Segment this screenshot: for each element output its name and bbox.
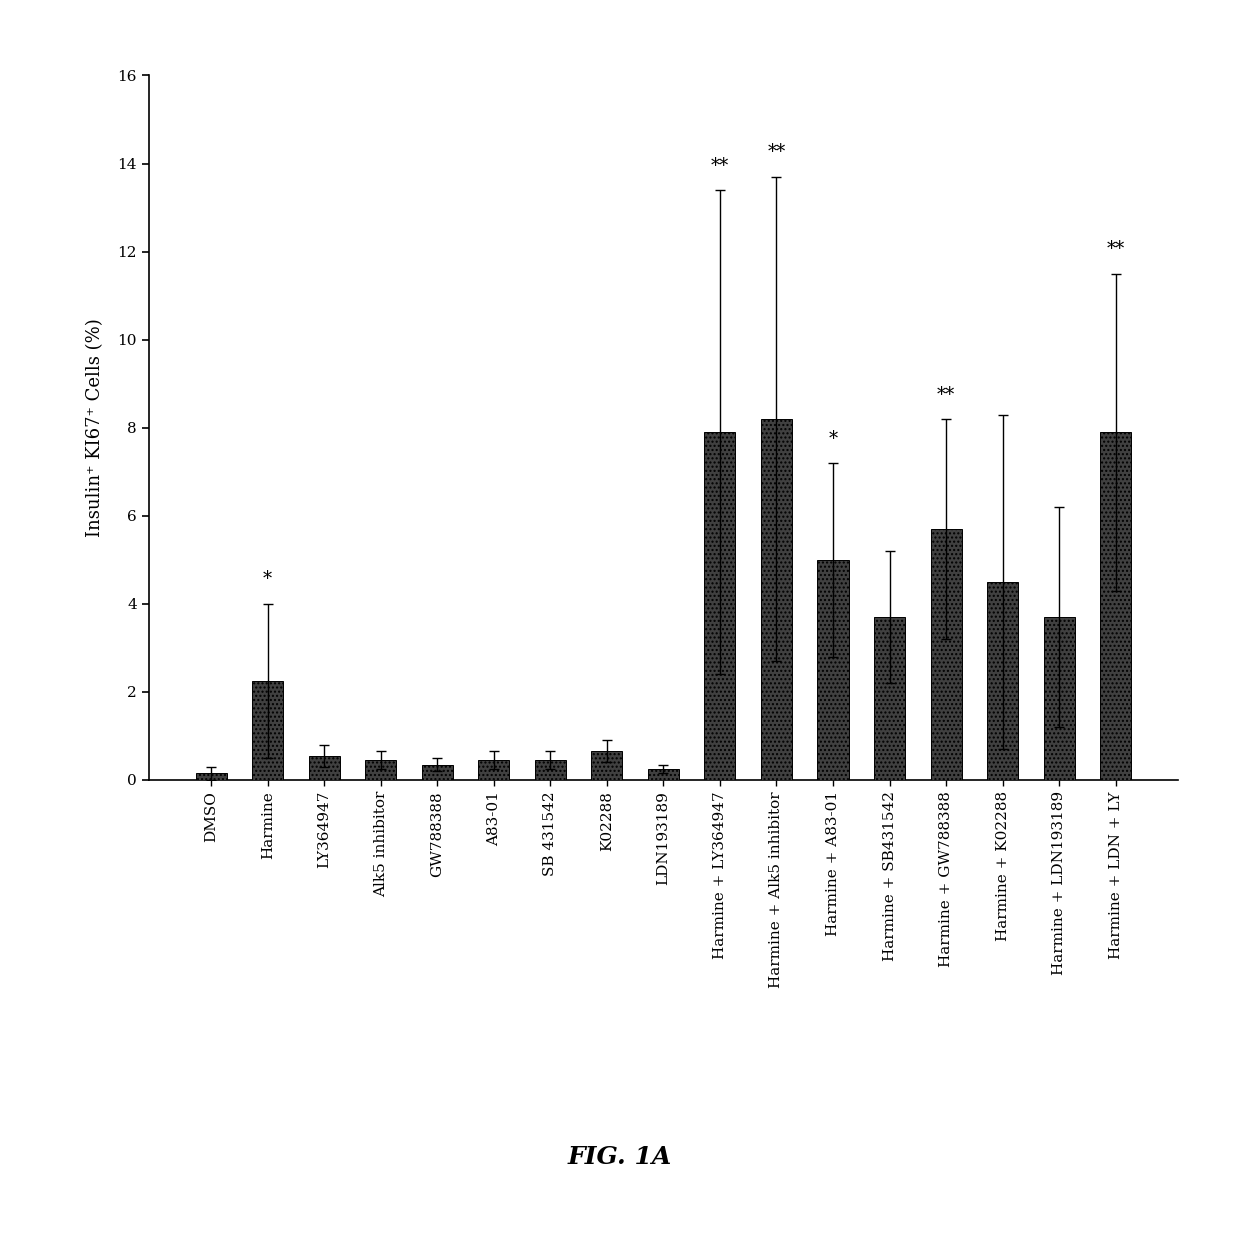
Bar — [591, 751, 622, 780]
Bar — [930, 528, 961, 780]
Bar — [647, 769, 680, 780]
Bar — [309, 756, 340, 780]
Bar — [252, 681, 283, 780]
Bar — [704, 431, 735, 780]
Bar — [196, 774, 227, 780]
Bar — [874, 616, 905, 780]
Bar — [987, 581, 1018, 780]
Text: *: * — [263, 570, 273, 589]
Text: **: ** — [1106, 240, 1125, 258]
Bar — [534, 760, 565, 780]
Text: **: ** — [768, 143, 786, 161]
Bar — [817, 560, 848, 780]
Text: *: * — [828, 429, 837, 448]
Bar — [1044, 616, 1075, 780]
Bar — [1100, 431, 1131, 780]
Bar — [422, 765, 453, 780]
Text: FIG. 1A: FIG. 1A — [568, 1145, 672, 1170]
Y-axis label: Insulin⁺ KI67⁺ Cells (%): Insulin⁺ KI67⁺ Cells (%) — [86, 318, 104, 537]
Text: **: ** — [711, 156, 729, 175]
Bar — [366, 760, 397, 780]
Text: **: ** — [937, 385, 955, 404]
Bar — [479, 760, 510, 780]
Bar — [761, 419, 792, 780]
